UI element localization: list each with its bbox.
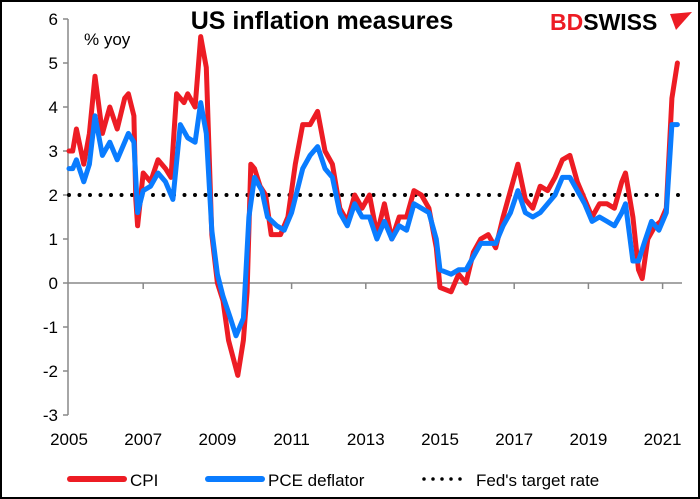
x-tick-label: 2005 — [50, 430, 88, 449]
chart-title: US inflation measures — [191, 7, 454, 35]
x-tick-label: 2013 — [347, 430, 385, 449]
logo: BDSWISS — [550, 9, 692, 35]
y-tick-label: 0 — [49, 274, 58, 293]
series-line-1 — [66, 100, 680, 339]
x-tick-label: 2011 — [273, 430, 310, 449]
logo-arrow-icon — [670, 12, 692, 30]
x-tick-label: 2017 — [495, 430, 533, 449]
svg-text:BDSWISS: BDSWISS — [550, 9, 657, 35]
y-tick-label: 4 — [49, 98, 58, 117]
legend-label-1: PCE deflator — [268, 471, 365, 490]
x-tick-label: 2015 — [421, 430, 459, 449]
legend-label-2: Fed's target rate — [476, 471, 599, 490]
y-tick-label: 6 — [49, 10, 58, 29]
y-tick-label: 2 — [49, 186, 58, 205]
y-axis-label: % yoy — [84, 30, 131, 49]
logo-bd: BD — [550, 9, 583, 35]
x-tick-label: 2007 — [124, 430, 162, 449]
y-tick-label: 3 — [49, 142, 58, 161]
x-tick-label: 2021 — [644, 430, 682, 449]
logo-swiss: SWISS — [583, 9, 657, 35]
legend-label-0: CPI — [130, 471, 158, 490]
y-tick-label: -3 — [43, 406, 58, 425]
y-tick-label: -2 — [43, 362, 58, 381]
y-tick-label: 5 — [49, 54, 58, 73]
x-tick-label: 2009 — [198, 430, 236, 449]
x-tick-label: 2019 — [569, 430, 607, 449]
y-tick-label: -1 — [43, 318, 58, 337]
y-tick-label: 1 — [49, 230, 58, 249]
